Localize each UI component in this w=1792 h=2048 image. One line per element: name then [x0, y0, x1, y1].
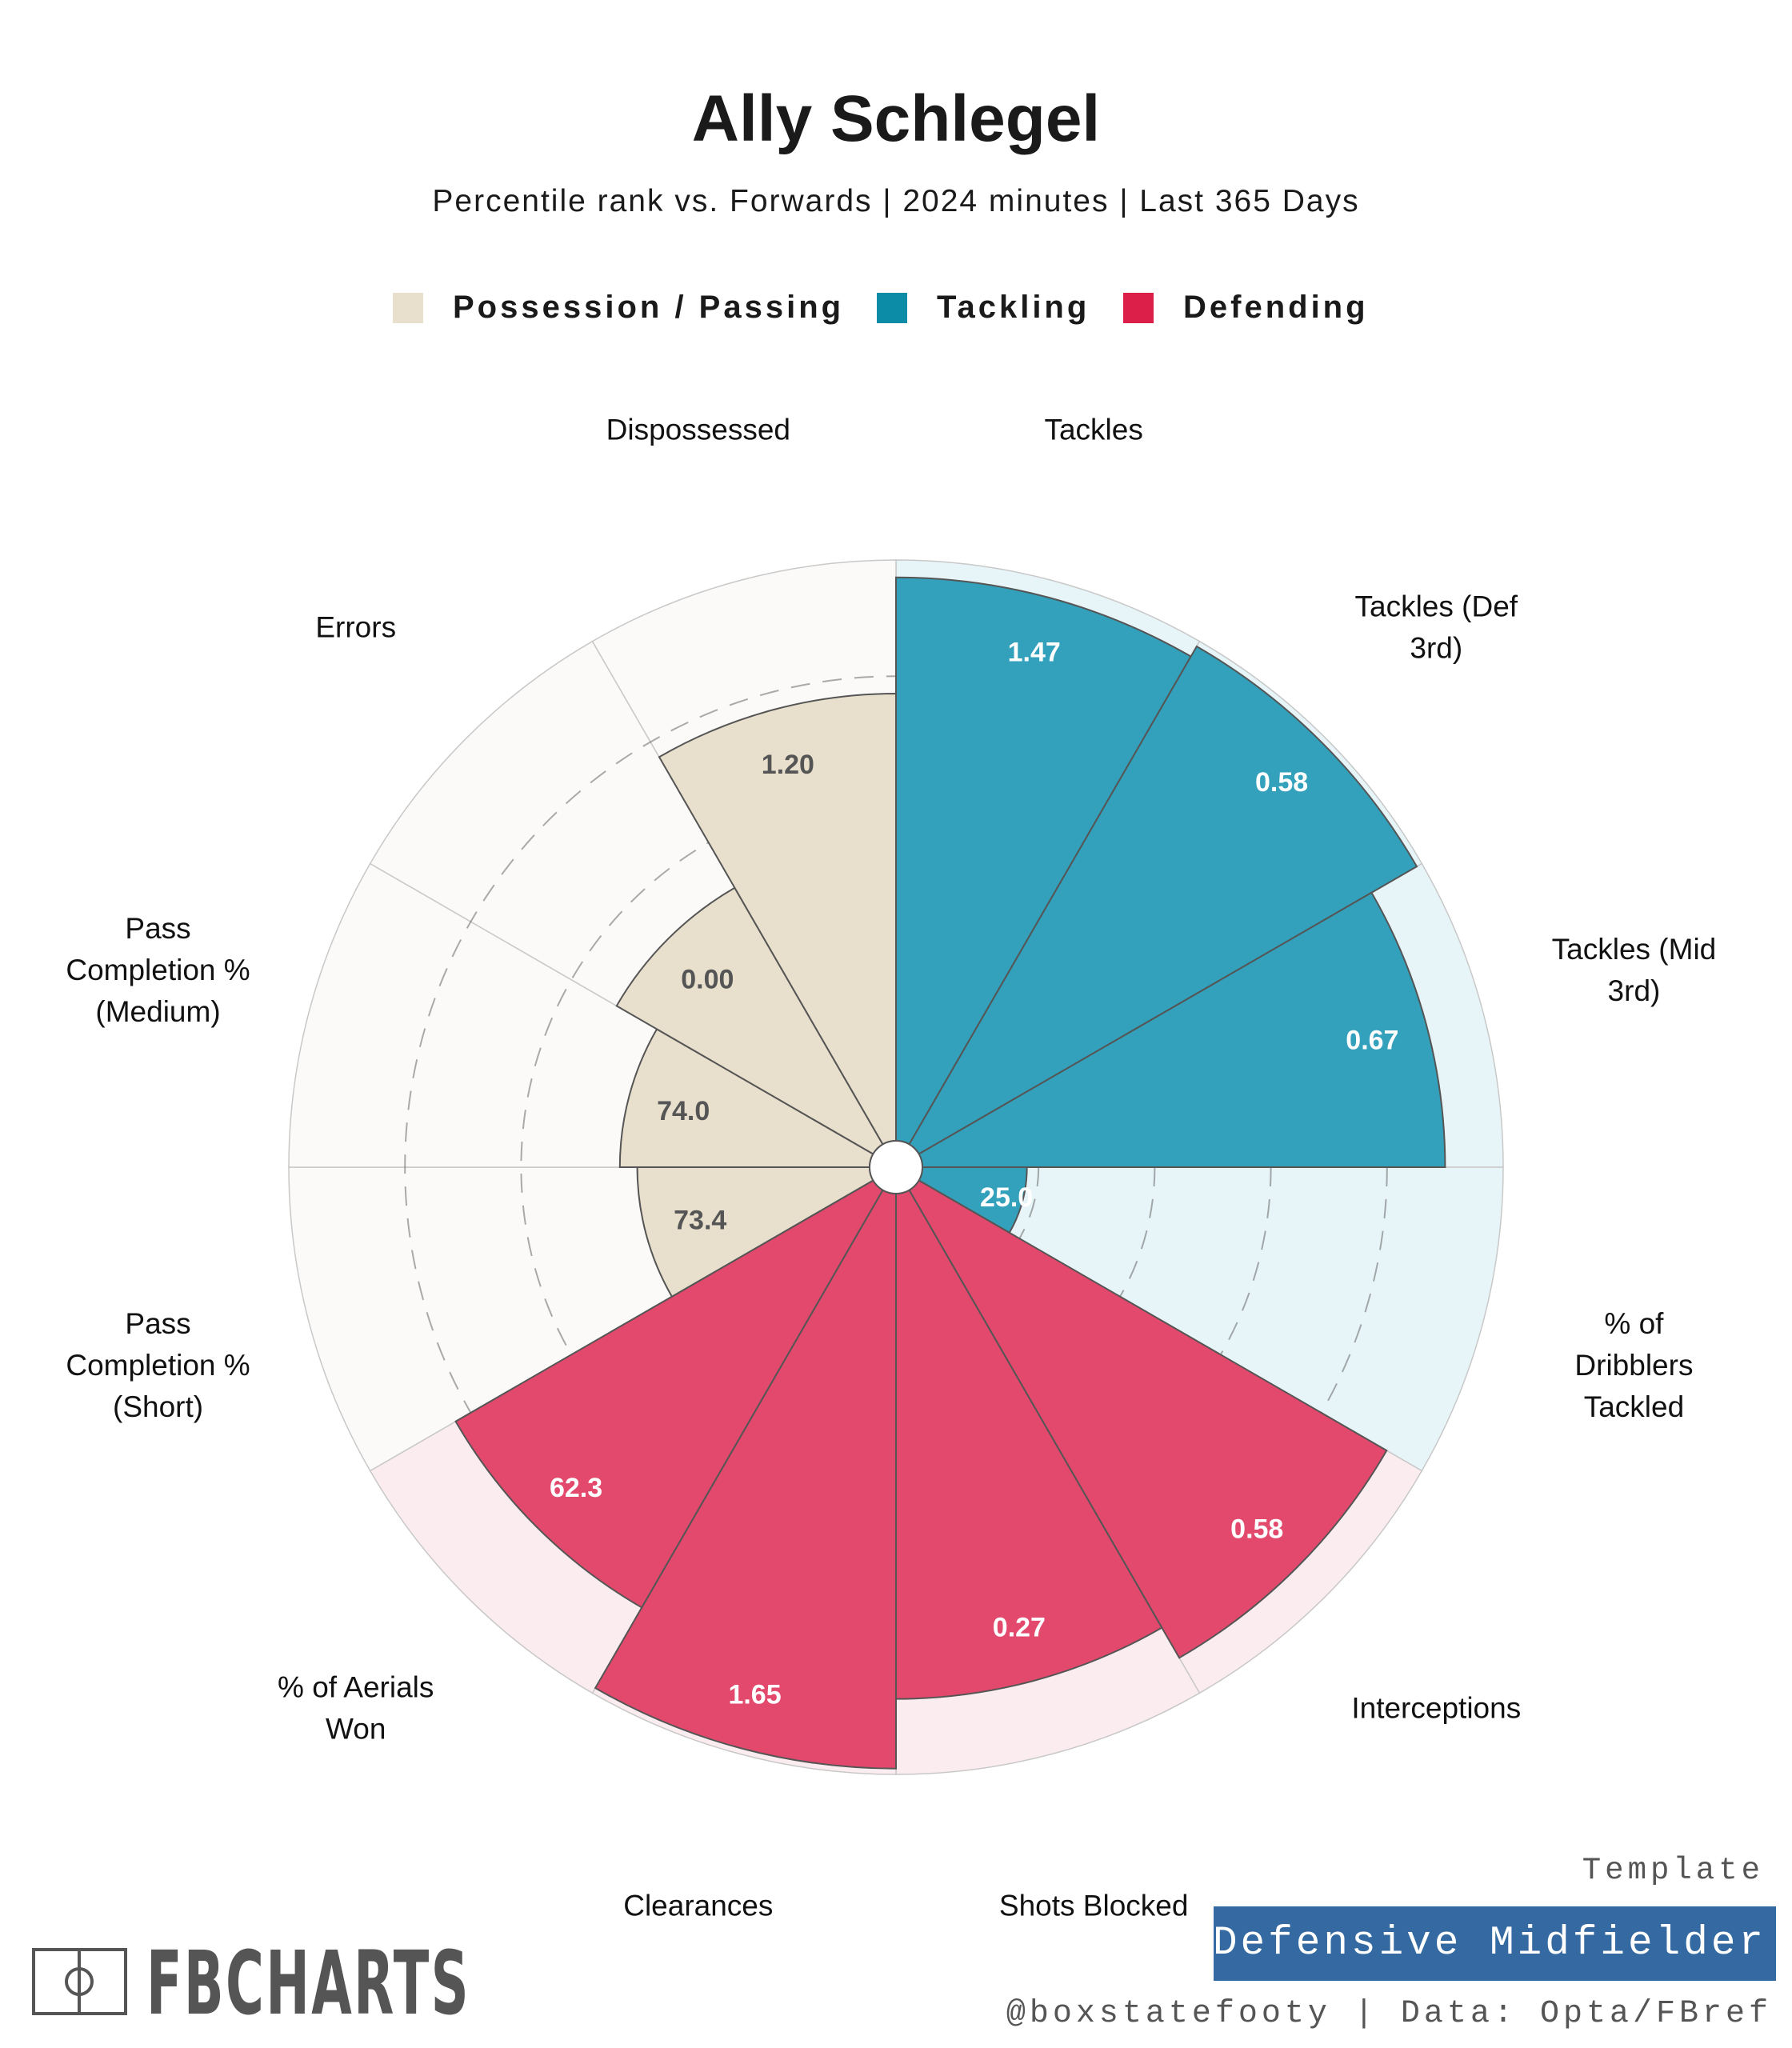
template-caption: Template [1582, 1853, 1764, 1888]
category-label-interceptions: Interceptions [1351, 1691, 1521, 1724]
chart-title: Ally Schlegel [692, 82, 1100, 155]
value-label-pct-of-dribblers-tackled: 25.0 [980, 1182, 1033, 1213]
value-label-tackles-mid-3rd: 0.67 [1346, 1025, 1398, 1055]
category-label-tackles-def-3rd: Tackles (Def 3rd) [1355, 590, 1518, 665]
category-label-dispossessed: Dispossessed [606, 414, 790, 446]
legend: Possession / Passing Tackling Defending [393, 290, 1369, 325]
value-label-shots-blocked: 0.27 [993, 1612, 1046, 1642]
legend-label-possession: Possession / Passing [453, 290, 844, 325]
center-hole [869, 1140, 923, 1194]
chart-subtitle: Percentile rank vs. Forwards | 2024 minu… [432, 184, 1359, 218]
category-label-pct-of-aerials-won: % of Aerials Won [278, 1670, 434, 1745]
value-label-dispossessed: 1.20 [762, 750, 814, 780]
value-labels: 1.47 0.58 0.67 25.0 0.58 0.27 1.65 62.3 73.4 74.0… [550, 638, 1399, 1710]
category-labels: Tackles Tackles (Def 3rd) Tackles (Mid 3rd)%… [66, 414, 1716, 1922]
legend-swatch-possession [393, 293, 423, 323]
value-label-pass-completion-pct-short: 73.4 [674, 1206, 726, 1236]
template-name: Defensive Midfielder [1213, 1921, 1766, 1966]
value-label-tackles: 1.47 [1008, 638, 1061, 668]
polar-chart: 1.47 0.58 0.67 25.0 0.58 0.27 1.65 62.3 73.4 74.0… [66, 414, 1716, 1922]
value-label-errors: 0.00 [681, 964, 734, 994]
category-label-tackles: Tackles [1044, 414, 1142, 446]
brand-wordmark: FBCHARTS [146, 1932, 470, 2034]
value-label-tackles-def-3rd: 0.58 [1255, 767, 1308, 798]
category-label-shots-blocked: Shots Blocked [999, 1889, 1189, 1922]
fbcharts-logo: FBCHARTS [32, 1932, 470, 2034]
pitch-icon [32, 1948, 127, 2015]
value-label-pass-completion-pct-medium: 74.0 [657, 1096, 710, 1126]
category-label-tackles-mid-3rd: Tackles (Mid 3rd) [1552, 933, 1717, 1007]
data-credit: @boxstatefooty | Data: Opta/FBref [1006, 1996, 1772, 2032]
category-label-clearances: Clearances [623, 1889, 773, 1922]
legend-label-defending: Defending [1183, 290, 1369, 325]
value-label-interceptions: 0.58 [1230, 1514, 1283, 1544]
template-box: Template Defensive Midfielder [1213, 1853, 1776, 1981]
category-label-pass-completion-pct-medium: Pass Completion % (Medium) [66, 912, 250, 1028]
value-label-pct-of-aerials-won: 62.3 [550, 1473, 602, 1503]
value-label-clearances: 1.65 [728, 1680, 781, 1710]
category-label-errors: Errors [315, 611, 396, 644]
slice-bars [454, 576, 1446, 1770]
legend-swatch-tackling [877, 293, 907, 323]
category-label-pass-completion-pct-short: Pass Completion % (Short) [66, 1307, 250, 1423]
category-label-pct-of-dribblers-tackled: % of Dribblers Tackled [1574, 1307, 1693, 1423]
template-badge [1214, 1906, 1776, 1981]
legend-swatch-defending [1123, 293, 1154, 323]
legend-label-tackling: Tackling [937, 290, 1090, 325]
